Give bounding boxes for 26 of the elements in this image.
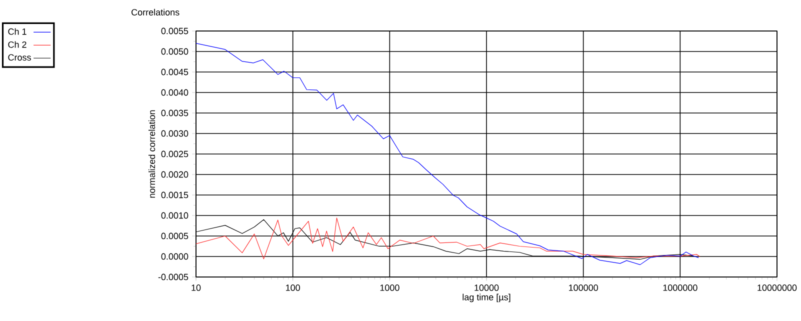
y-tick-label: 0.0035 bbox=[161, 110, 188, 116]
x-tick-label: 10000 bbox=[474, 284, 499, 291]
y-tick-label: 0.0050 bbox=[161, 48, 188, 55]
y-axis-title: normalized correlation bbox=[148, 110, 156, 198]
x-axis-title: lag time [µs] bbox=[462, 294, 510, 302]
legend-label: Ch 2 bbox=[8, 41, 26, 48]
y-tick-label: 0.0000 bbox=[161, 253, 188, 260]
x-tick-label: 1000000 bbox=[663, 284, 698, 291]
x-tick-label: 10 bbox=[192, 284, 201, 291]
y-tick-label: 0.0020 bbox=[161, 171, 188, 178]
y-tick-label: 0.0025 bbox=[161, 150, 188, 158]
y-tick-label: 0.0045 bbox=[161, 68, 188, 76]
chart-title: Correlations bbox=[132, 8, 180, 16]
x-tick-label: 10000000 bbox=[758, 284, 797, 291]
x-tick-label: 100000 bbox=[569, 284, 598, 291]
y-tick-label: 0.0030 bbox=[161, 130, 188, 137]
y-tick-label: 0.0040 bbox=[161, 89, 188, 96]
y-tick-label: 0.0055 bbox=[161, 28, 188, 34]
y-tick-label: 0.0015 bbox=[161, 192, 188, 198]
x-tick-label: 1000 bbox=[380, 284, 400, 291]
x-tick-label: 100 bbox=[286, 284, 300, 291]
y-tick-label: 0.0010 bbox=[161, 212, 188, 219]
y-tick-label: 0.0005 bbox=[161, 232, 188, 240]
legend-label: Cross bbox=[8, 54, 31, 61]
y-tick-label: -0.0005 bbox=[158, 274, 188, 280]
legend-label: Ch 1 bbox=[8, 28, 26, 35]
